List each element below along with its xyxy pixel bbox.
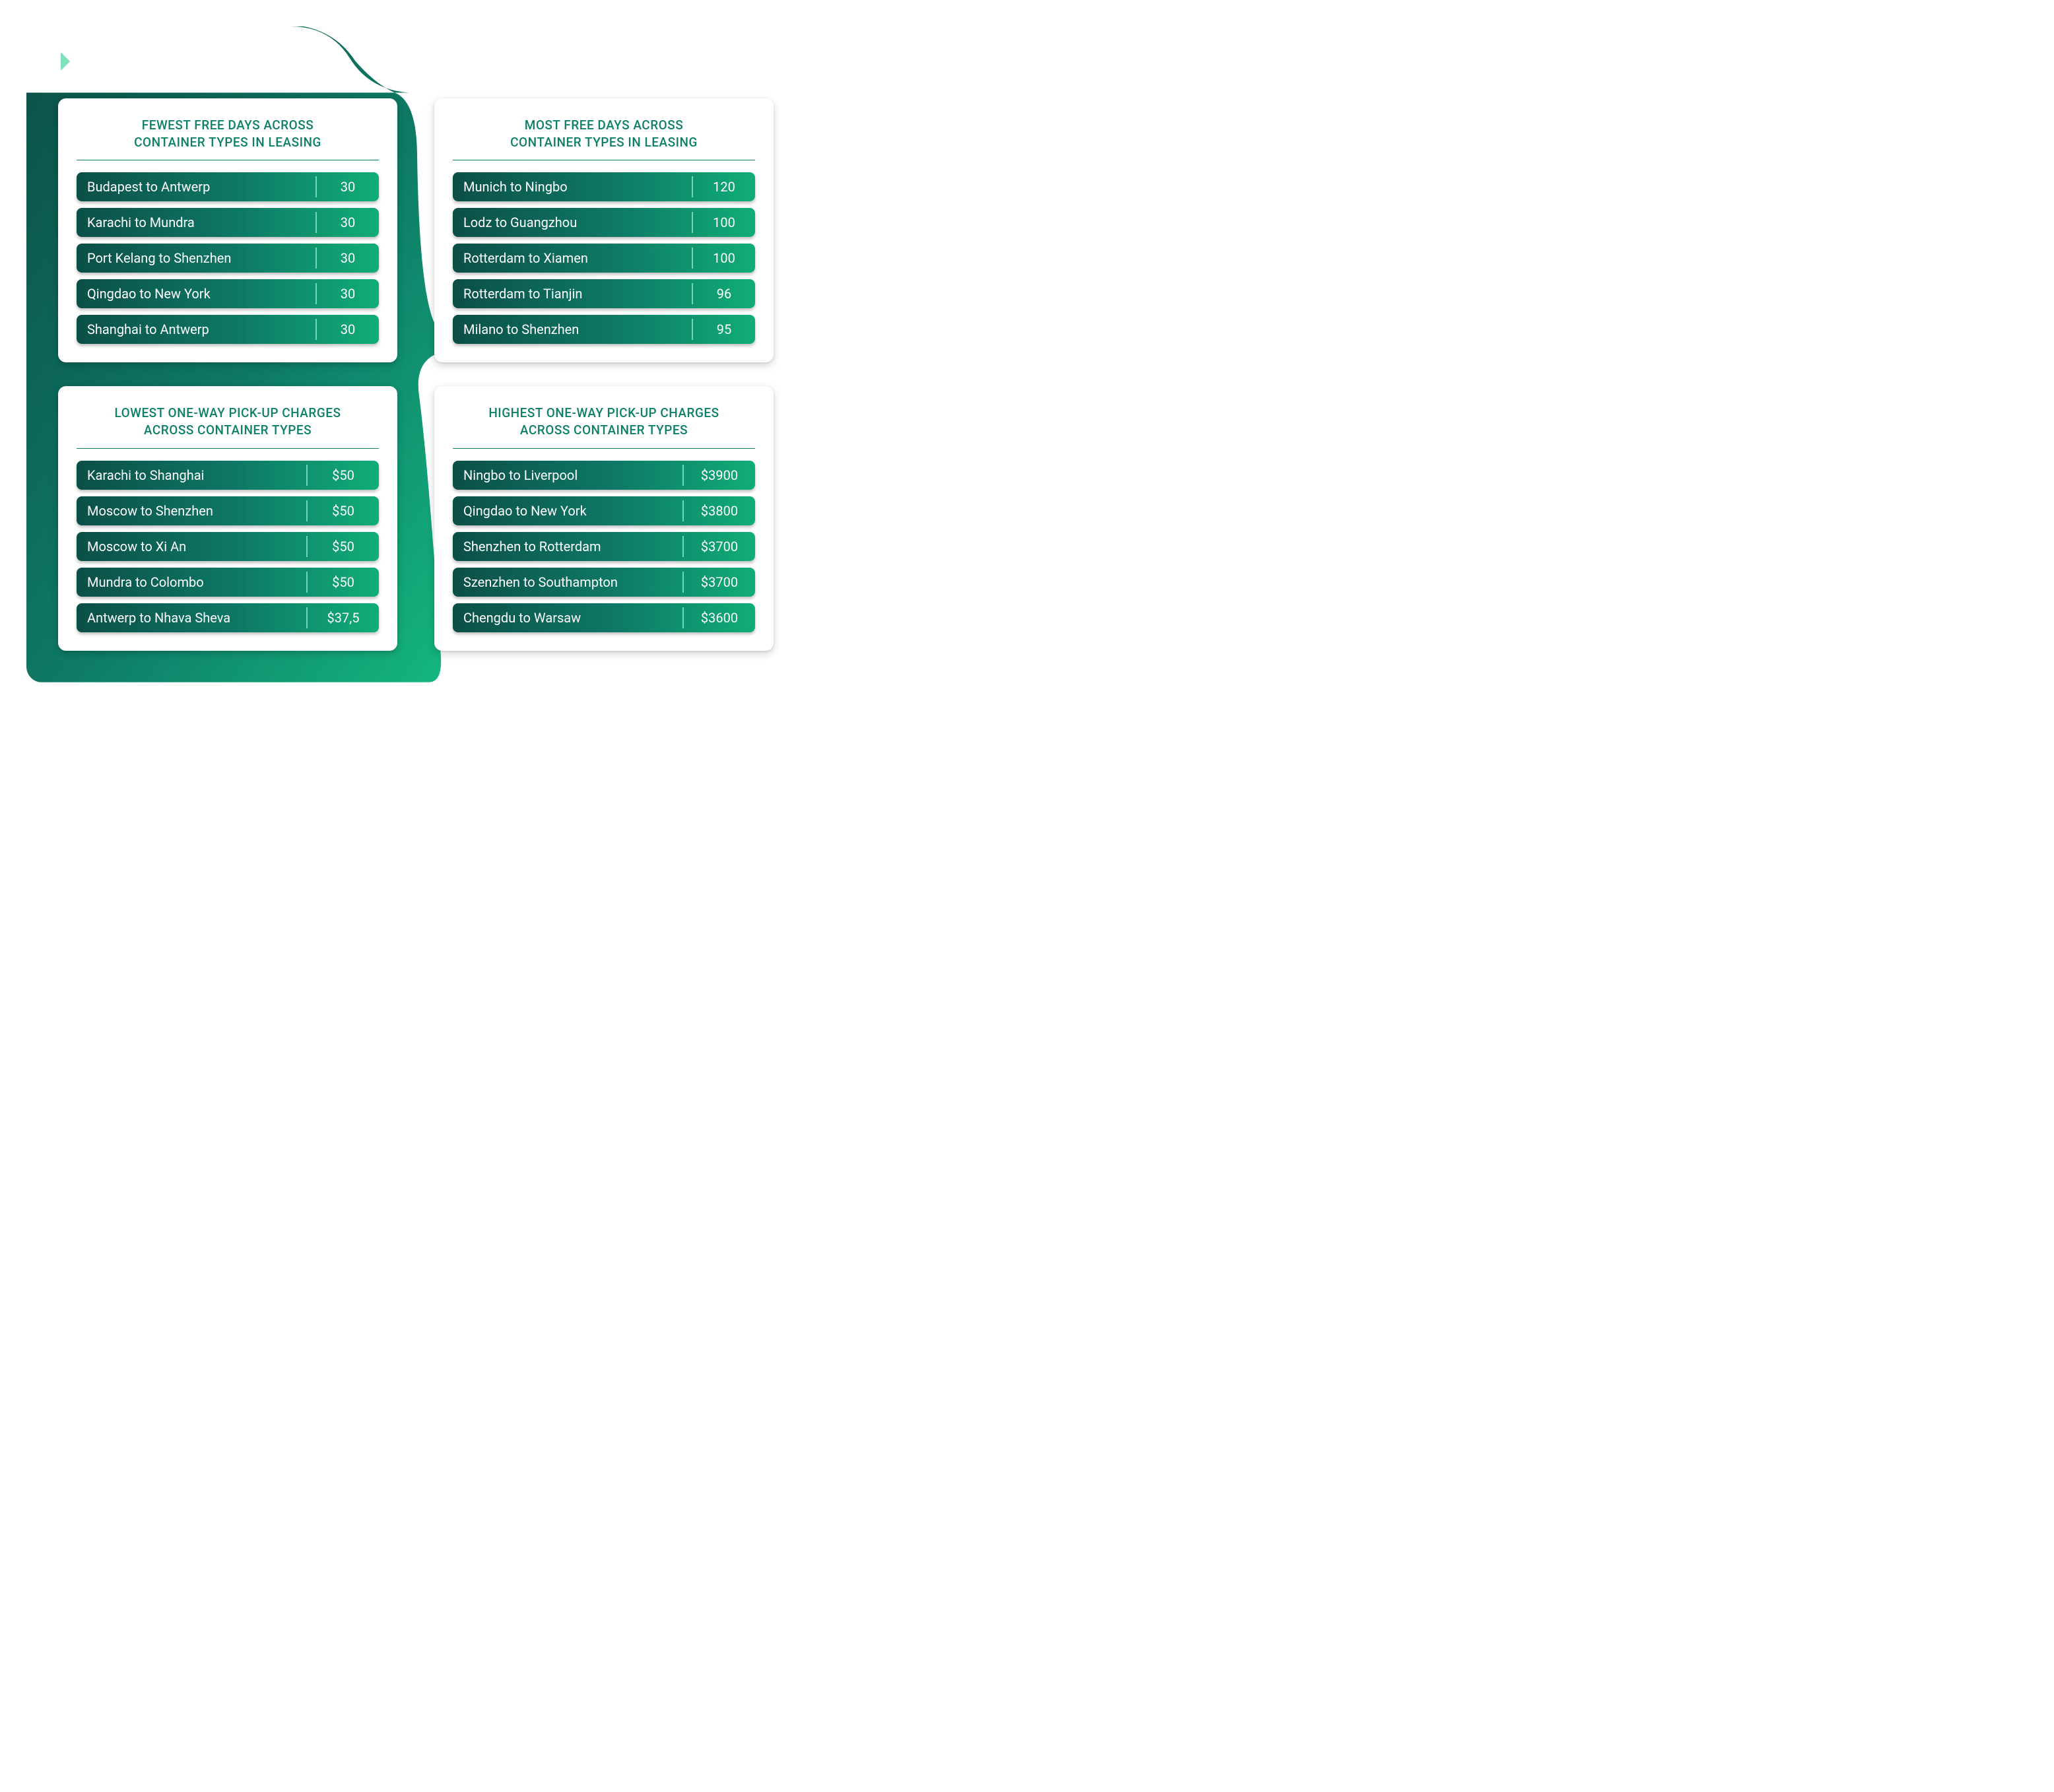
brand-name: Change — [90, 45, 182, 77]
data-row: Qingdao to New York$3800 — [453, 496, 755, 525]
card-divider — [77, 448, 379, 449]
row-value: 30 — [317, 315, 379, 344]
row-value: $3700 — [684, 568, 755, 597]
row-route: Qingdao to New York — [453, 496, 682, 525]
data-row: Rotterdam to Xiamen100 — [453, 244, 755, 273]
data-row: Chengdu to Warsaw$3600 — [453, 603, 755, 632]
row-value: 30 — [317, 279, 379, 308]
row-route: Rotterdam to Xiamen — [453, 244, 692, 273]
row-route: Karachi to Shanghai — [77, 461, 306, 490]
row-value: 100 — [693, 208, 755, 237]
row-value: 30 — [317, 172, 379, 201]
data-row: Shenzhen to Rotterdam$3700 — [453, 532, 755, 561]
data-row: Mundra to Colombo$50 — [77, 568, 379, 597]
row-route: Shenzhen to Rotterdam — [453, 532, 682, 561]
cards-grid: FEWEST FREE DAYS ACROSS CONTAINER TYPES … — [26, 90, 805, 682]
row-value: $37,5 — [308, 603, 379, 632]
row-route: Moscow to Shenzhen — [77, 496, 306, 525]
row-value: $50 — [308, 496, 379, 525]
card-title: HIGHEST ONE-WAY PICK-UP CHARGES ACROSS C… — [453, 402, 755, 448]
row-route: Lodz to Guangzhou — [453, 208, 692, 237]
row-value: 95 — [693, 315, 755, 344]
data-row: Karachi to Shanghai$50 — [77, 461, 379, 490]
data-row: Qingdao to New York30 — [77, 279, 379, 308]
card-title: FEWEST FREE DAYS ACROSS CONTAINER TYPES … — [77, 114, 379, 160]
row-route: Antwerp to Nhava Sheva — [77, 603, 306, 632]
row-value: 120 — [693, 172, 755, 201]
row-route: Mundra to Colombo — [77, 568, 306, 597]
data-row: Lodz to Guangzhou100 — [453, 208, 755, 237]
data-row: Moscow to Shenzhen$50 — [77, 496, 379, 525]
row-value: $3900 — [684, 461, 755, 490]
data-row: Moscow to Xi An$50 — [77, 532, 379, 561]
data-row: Munich to Ningbo120 — [453, 172, 755, 201]
row-route: Moscow to Xi An — [77, 532, 306, 561]
row-value: 96 — [693, 279, 755, 308]
data-row: Shanghai to Antwerp30 — [77, 315, 379, 344]
row-route: Budapest to Antwerp — [77, 172, 315, 201]
stat-card: FEWEST FREE DAYS ACROSS CONTAINER TYPES … — [58, 98, 397, 362]
data-row: Karachi to Mundra30 — [77, 208, 379, 237]
row-route: Ningbo to Liverpool — [453, 461, 682, 490]
row-value: 30 — [317, 244, 379, 273]
row-value: $3600 — [684, 603, 755, 632]
row-route: Karachi to Mundra — [77, 208, 315, 237]
row-route: Chengdu to Warsaw — [453, 603, 682, 632]
card-rows: Budapest to Antwerp30Karachi to Mundra30… — [77, 172, 379, 344]
stat-card: LOWEST ONE-WAY PICK-UP CHARGES ACROSS CO… — [58, 386, 397, 650]
row-value: 100 — [693, 244, 755, 273]
data-row: Budapest to Antwerp30 — [77, 172, 379, 201]
row-value: $50 — [308, 568, 379, 597]
row-value: $50 — [308, 532, 379, 561]
data-row: Ningbo to Liverpool$3900 — [453, 461, 755, 490]
row-value: 30 — [317, 208, 379, 237]
card-title: MOST FREE DAYS ACROSS CONTAINER TYPES IN… — [453, 114, 755, 160]
data-row: Port Kelang to Shenzhen30 — [77, 244, 379, 273]
stat-card: MOST FREE DAYS ACROSS CONTAINER TYPES IN… — [434, 98, 774, 362]
data-row: Antwerp to Nhava Sheva$37,5 — [77, 603, 379, 632]
card-divider — [453, 448, 755, 449]
row-route: Munich to Ningbo — [453, 172, 692, 201]
stat-card: HIGHEST ONE-WAY PICK-UP CHARGES ACROSS C… — [434, 386, 774, 650]
row-value: $50 — [308, 461, 379, 490]
card-rows: Karachi to Shanghai$50Moscow to Shenzhen… — [77, 461, 379, 632]
infographic-container: Change FEWEST FREE DAYS ACROSS CONTAINER… — [26, 26, 805, 682]
row-route: Qingdao to New York — [77, 279, 315, 308]
row-value: $3800 — [684, 496, 755, 525]
card-title: LOWEST ONE-WAY PICK-UP CHARGES ACROSS CO… — [77, 402, 379, 448]
data-row: Milano to Shenzhen95 — [453, 315, 755, 344]
row-value: $3700 — [684, 532, 755, 561]
header: Change — [26, 26, 805, 90]
data-row: Szenzhen to Southampton$3700 — [453, 568, 755, 597]
card-rows: Munich to Ningbo120Lodz to Guangzhou100R… — [453, 172, 755, 344]
xchange-logo-icon — [58, 48, 84, 75]
row-route: Rotterdam to Tianjin — [453, 279, 692, 308]
row-route: Szenzhen to Southampton — [453, 568, 682, 597]
data-row: Rotterdam to Tianjin96 — [453, 279, 755, 308]
row-route: Milano to Shenzhen — [453, 315, 692, 344]
card-rows: Ningbo to Liverpool$3900Qingdao to New Y… — [453, 461, 755, 632]
row-route: Shanghai to Antwerp — [77, 315, 315, 344]
row-route: Port Kelang to Shenzhen — [77, 244, 315, 273]
